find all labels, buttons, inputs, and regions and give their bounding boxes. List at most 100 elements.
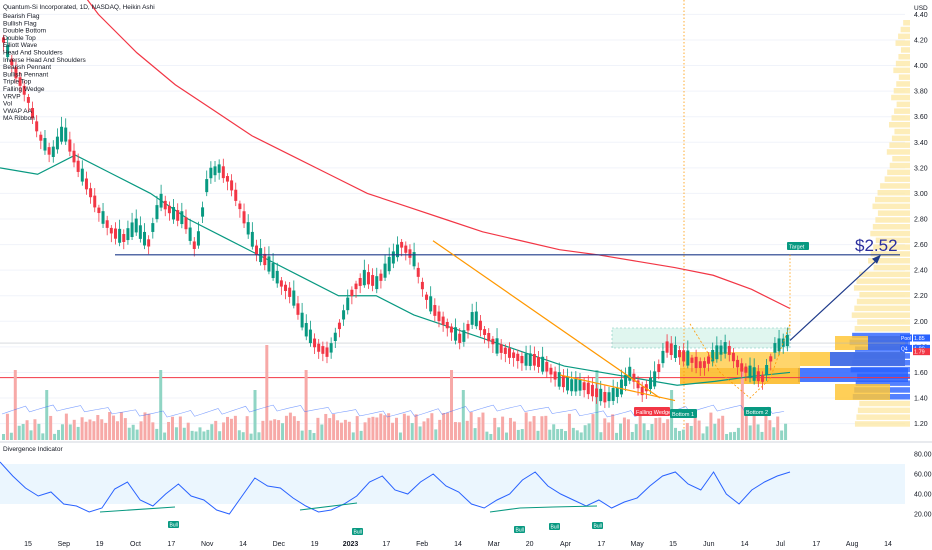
volume-bar: [430, 413, 434, 440]
volume-bar: [410, 423, 414, 440]
candle-body: [371, 275, 375, 286]
volume-bar: [748, 425, 752, 440]
volume-bar: [2, 434, 5, 440]
candle-body: [781, 338, 785, 347]
candle-body: [151, 223, 155, 232]
vp-bin: [875, 217, 910, 223]
candle-body: [6, 44, 10, 58]
candle-body: [105, 220, 109, 228]
volume-bar: [379, 413, 383, 440]
indicator-item: Double Bottom: [3, 28, 46, 35]
volume-bar: [49, 415, 53, 440]
candle-body: [284, 284, 288, 291]
price-tick: 3.60: [914, 114, 928, 121]
candle-body: [122, 234, 126, 242]
volume-bar: [174, 427, 178, 440]
volume-bar: [567, 413, 571, 440]
candle-body: [499, 344, 503, 353]
candle-body: [495, 338, 499, 354]
volume-bar: [473, 428, 477, 440]
badge-bg: [913, 348, 930, 356]
candle-body: [97, 207, 101, 214]
vp-bin: [898, 33, 910, 40]
vp-bin: [857, 319, 910, 325]
volume-bar: [689, 425, 693, 440]
volume-bar: [583, 425, 587, 440]
price-axis[interactable]: 4.40 4.20 4.00 3.80 3.60 3.40 3.20 3.00 2.80 2.60…: [914, 12, 928, 428]
vp-bin: [900, 26, 910, 33]
candle-body: [89, 188, 93, 198]
candle-body: [628, 366, 632, 381]
volume-bar: [241, 432, 245, 440]
volume-bar: [206, 429, 210, 440]
bull-divergence-line: [299, 502, 358, 511]
volume-bar: [159, 370, 163, 440]
vp-bin: [891, 94, 910, 101]
indicator-item: MA Ribbon: [3, 115, 35, 122]
price-tick: 2.20: [914, 293, 928, 300]
volume-bar: [450, 370, 454, 440]
volume-bar: [170, 416, 174, 440]
vp-bin: [893, 67, 910, 74]
volume-bar: [662, 422, 666, 440]
candle-body: [238, 203, 242, 210]
volume-bar: [57, 429, 61, 440]
volume-bar: [37, 423, 41, 440]
time-label: Jun: [703, 541, 714, 548]
volume-bar: [532, 416, 536, 440]
volume-bar: [764, 412, 768, 440]
candle-body: [180, 211, 184, 225]
candle-body: [408, 249, 412, 258]
volume-bar: [752, 415, 756, 440]
volume-bar: [528, 421, 532, 440]
volume-bar: [336, 420, 340, 440]
bull-tag-bg: [514, 526, 525, 533]
candle-body: [350, 289, 354, 297]
volume-bar: [721, 415, 725, 440]
candle-body: [541, 356, 545, 372]
vp-bin: [872, 224, 910, 230]
vp-bin: [873, 244, 910, 250]
time-axis[interactable]: 15 Sep 19 Oct 17 Nov 14 Dec 19 2023 17 Feb 14 Mar 20 Ap…: [24, 541, 892, 548]
candle-body: [582, 382, 586, 391]
candle-body: [68, 139, 72, 152]
price-tick: 1.40: [914, 396, 928, 403]
volume-bar: [84, 421, 88, 440]
time-label: 14: [884, 541, 892, 548]
candle-body: [43, 138, 47, 151]
bull-tag-label: Bull: [551, 524, 559, 530]
volume-bar: [115, 421, 119, 440]
target-tag: Target: [787, 242, 809, 251]
candle-body: [640, 386, 644, 396]
candle-body: [711, 349, 715, 362]
volume-bar: [736, 427, 740, 440]
volume-bar: [233, 415, 237, 440]
candle-body: [18, 77, 22, 86]
candle-body: [213, 166, 217, 176]
ma-short: [0, 154, 791, 386]
candle-body: [566, 377, 570, 391]
volume-bar: [13, 370, 17, 440]
candle-body: [441, 316, 445, 325]
vp-bin: [884, 176, 910, 182]
candle-body: [167, 205, 171, 214]
volume-bar: [265, 345, 269, 440]
volume-bar: [611, 414, 615, 440]
candle-body: [31, 108, 35, 119]
candle-body: [221, 166, 225, 179]
volume-bar: [744, 415, 748, 440]
time-label: 14: [454, 541, 462, 548]
volume-bar: [320, 424, 324, 440]
candle-body: [682, 350, 686, 362]
volume-bar: [72, 419, 76, 440]
bull-tag-label: Bull: [170, 522, 178, 528]
volume-bar: [269, 420, 273, 440]
volume-bar: [693, 415, 697, 440]
candle-body: [188, 227, 192, 241]
vp-bin: [870, 251, 910, 257]
bottom2-label: Bottom 2: [746, 410, 768, 416]
candle-body: [648, 377, 652, 389]
